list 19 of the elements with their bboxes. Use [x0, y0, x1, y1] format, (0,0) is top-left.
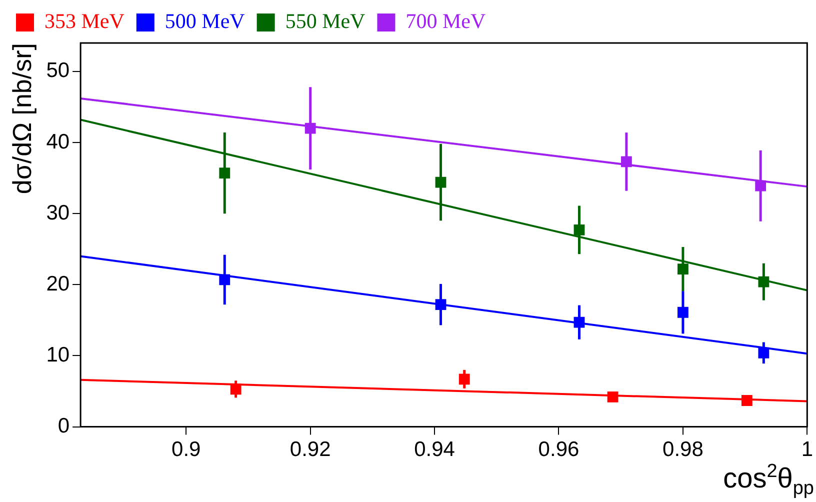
point	[741, 395, 752, 406]
y-tick-label: 30	[46, 201, 70, 224]
y-axis-title: dσ/dΩ [nb/sr]	[6, 43, 37, 194]
y-tick-label: 40	[46, 130, 70, 154]
x-tick-label: 0.9	[172, 438, 201, 462]
x-axis-title: cos$^{2}$θ$_{pp}$	[723, 461, 814, 500]
legend-label: 500 MeV	[164, 9, 245, 34]
x-tick-label: 0.92	[290, 438, 331, 462]
legend-label: 550 MeV	[285, 9, 366, 34]
y-tick-label: 0	[58, 414, 70, 438]
y-tick-label: 50	[46, 59, 70, 82]
legend-label: 353 MeV	[44, 9, 124, 34]
y-tick-label: 10	[46, 344, 70, 367]
y-tick-label: 20	[46, 272, 70, 296]
x-tick-label: 1	[801, 438, 814, 462]
legend-label: 700 MeV	[406, 9, 486, 34]
x-tick-label: 0.94	[414, 438, 456, 462]
x-tick-label: 0.96	[538, 438, 580, 462]
x-tick-label: 0.98	[662, 438, 704, 462]
